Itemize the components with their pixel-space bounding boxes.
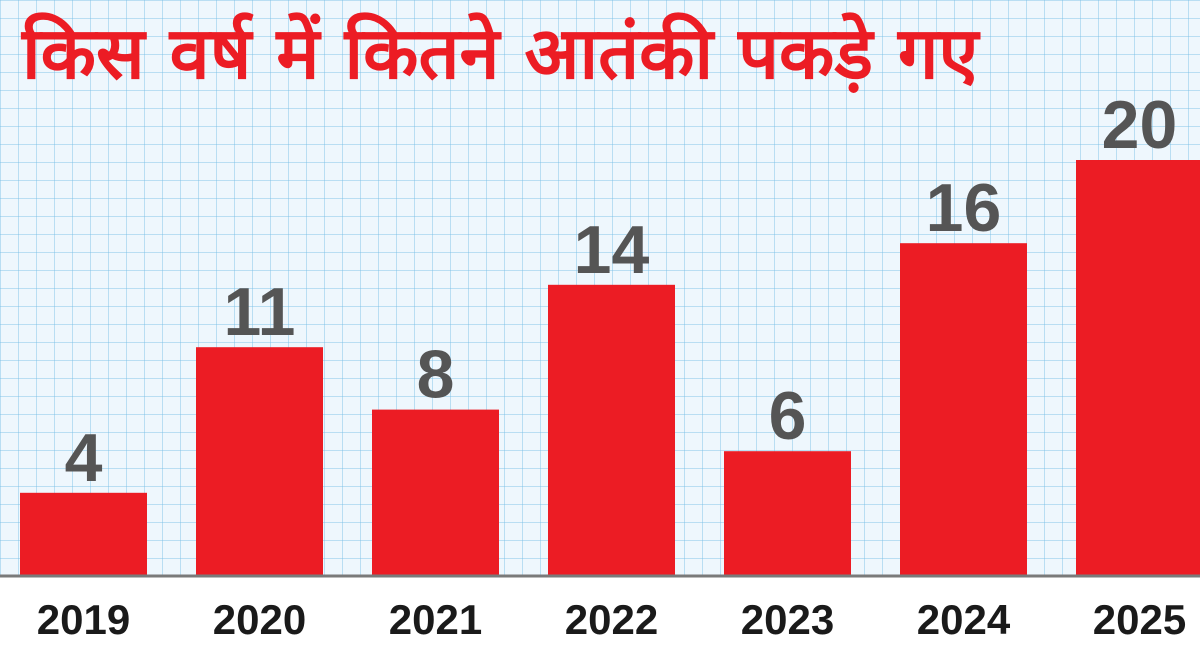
x-tick-label-2023: 2023: [741, 596, 834, 643]
bar-2024: [900, 243, 1027, 576]
x-tick-label-2019: 2019: [37, 596, 130, 643]
bars-group: [20, 160, 1200, 576]
bar-2025: [1076, 160, 1200, 576]
chart-title: किस वर्ष में कितने आतंकी पकड़े गए: [22, 11, 979, 95]
value-label-2023: 6: [769, 378, 807, 454]
bar-2023: [724, 451, 851, 576]
value-label-2024: 16: [926, 170, 1002, 246]
bar-2022: [548, 284, 675, 576]
x-tick-label-2020: 2020: [213, 596, 306, 643]
x-tick-label-2025: 2025: [1093, 596, 1186, 643]
x-tick-label-2022: 2022: [565, 596, 658, 643]
x-axis-label-band: [0, 576, 1200, 650]
bar-2020: [196, 347, 323, 576]
x-tick-label-2021: 2021: [389, 596, 482, 643]
bar-2019: [20, 492, 147, 576]
value-label-2019: 4: [65, 420, 103, 496]
value-label-2020: 11: [224, 274, 296, 350]
value-labels-group: 4 11 8 14 6 16 20: [65, 87, 1178, 496]
value-label-2021: 8: [417, 337, 455, 413]
bar-2021: [372, 409, 499, 576]
x-tick-labels-group: 2019 2020 2021 2022 2023 2024 2025: [37, 596, 1186, 643]
value-label-2025: 20: [1102, 87, 1178, 163]
value-label-2022: 14: [574, 212, 650, 288]
x-tick-label-2024: 2024: [917, 596, 1011, 643]
